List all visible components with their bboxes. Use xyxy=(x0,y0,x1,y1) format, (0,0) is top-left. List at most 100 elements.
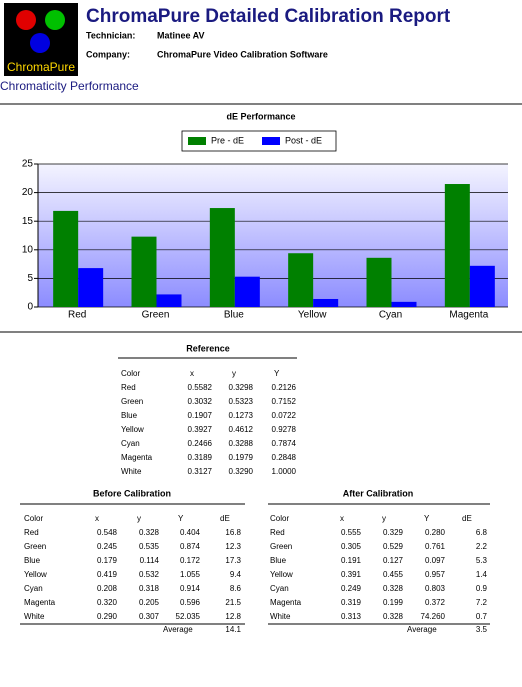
table-cell: 0.0722 xyxy=(272,411,297,420)
table-cell: 16.8 xyxy=(225,528,241,537)
table-cell: 0.555 xyxy=(341,528,362,537)
table-cell: 0.3298 xyxy=(229,383,254,392)
table-cell: Green xyxy=(270,542,292,551)
table-cell: 0.419 xyxy=(97,570,118,579)
table-cell: 12.8 xyxy=(225,612,241,621)
table-cell: 8.6 xyxy=(230,584,242,593)
table-cell: Green xyxy=(121,397,143,406)
average-label: Average xyxy=(163,625,193,634)
table-cell: 12.3 xyxy=(225,542,241,551)
table-cell: 0.328 xyxy=(383,584,404,593)
column-header: y xyxy=(137,514,141,523)
x-tick-label: Red xyxy=(68,310,86,321)
x-tick-label: Cyan xyxy=(379,310,402,321)
table-cell: 0.9 xyxy=(476,584,488,593)
table-cell: Green xyxy=(24,542,46,551)
table-cell: 0.3290 xyxy=(229,467,254,476)
table-cell: 0.957 xyxy=(425,570,446,579)
average-label: Average xyxy=(407,625,437,634)
table-cell: 21.5 xyxy=(225,598,241,607)
table-cell: 0.7874 xyxy=(272,439,297,448)
bar xyxy=(53,210,79,307)
column-header: Color xyxy=(121,369,140,378)
table-cell: Cyan xyxy=(121,439,140,448)
table-cell: 0.172 xyxy=(180,556,201,565)
table-cell: 0.3127 xyxy=(188,467,213,476)
table-cell: 0.874 xyxy=(180,542,201,551)
table-cell: White xyxy=(24,612,45,621)
x-tick-label: Blue xyxy=(224,310,244,321)
bar xyxy=(131,236,157,307)
table-cell: 0.535 xyxy=(139,542,160,551)
bar xyxy=(469,265,495,307)
table-cell: 0.328 xyxy=(383,612,404,621)
bar xyxy=(288,253,314,307)
column-header: y xyxy=(232,369,236,378)
table-cell: 0.208 xyxy=(97,584,118,593)
chart-title: dE Performance xyxy=(226,111,295,121)
table-cell: 0.2126 xyxy=(272,383,297,392)
section-title: Chromaticity Performance xyxy=(0,79,139,93)
table-cell: 0.404 xyxy=(180,528,201,537)
table-cell: 0.1907 xyxy=(188,411,213,420)
column-header: Y xyxy=(178,514,184,523)
table-cell: 2.2 xyxy=(476,542,488,551)
table-cell: 0.4612 xyxy=(229,425,254,434)
column-header: dE xyxy=(220,514,230,523)
table-cell: 0.3189 xyxy=(188,453,213,462)
table-cell: 74.260 xyxy=(421,612,446,621)
field-value: ChromaPure Video Calibration Software xyxy=(157,49,328,59)
bar xyxy=(209,208,235,307)
table-cell: 9.4 xyxy=(230,570,242,579)
table-cell: 0.455 xyxy=(383,570,404,579)
table-cell: 0.3927 xyxy=(188,425,213,434)
y-tick-label: 10 xyxy=(22,244,34,255)
table-cell: 0.179 xyxy=(97,556,118,565)
table-cell: 0.3032 xyxy=(188,397,213,406)
legend-label: Pre - dE xyxy=(211,135,244,145)
logo-text: ChromaPure xyxy=(7,60,75,74)
table-cell: 0.372 xyxy=(425,598,446,607)
column-header: y xyxy=(382,514,386,523)
table-cell: 0.199 xyxy=(383,598,404,607)
table-cell: 6.8 xyxy=(476,528,488,537)
report-title: ChromaPure Detailed Calibration Report xyxy=(86,6,451,27)
table-cell: White xyxy=(270,612,291,621)
legend xyxy=(181,130,337,152)
logo-green xyxy=(45,10,65,30)
table-title: After Calibration xyxy=(343,488,414,498)
table-cell: 0.318 xyxy=(139,584,160,593)
table-cell: 0.391 xyxy=(341,570,362,579)
table-cell: 0.114 xyxy=(140,556,160,565)
table-cell: 0.5323 xyxy=(229,397,254,406)
y-tick-label: 20 xyxy=(22,187,34,198)
table-cell: Yellow xyxy=(24,570,47,579)
bar xyxy=(366,257,392,307)
column-header: x xyxy=(340,514,344,523)
field-label: Company: xyxy=(86,49,130,59)
table-cell: 0.548 xyxy=(97,528,118,537)
table-cell: 0.280 xyxy=(425,528,446,537)
table-cell: 0.2466 xyxy=(188,439,213,448)
table-cell: 17.3 xyxy=(225,556,241,565)
y-tick-label: 15 xyxy=(22,216,34,227)
table-cell: 0.191 xyxy=(341,556,362,565)
table-cell: 0.5582 xyxy=(188,383,213,392)
y-tick-label: 5 xyxy=(27,273,33,284)
table-cell: 0.2848 xyxy=(272,453,297,462)
table-cell: 5.3 xyxy=(476,556,488,565)
table-cell: 0.914 xyxy=(180,584,201,593)
bar xyxy=(78,268,104,307)
table-cell: 7.2 xyxy=(476,598,488,607)
table-cell: Magenta xyxy=(270,598,302,607)
table-cell: 0.761 xyxy=(425,542,446,551)
y-tick-label: 25 xyxy=(22,159,34,170)
y-tick-label: 0 xyxy=(27,302,33,313)
table-title: Reference xyxy=(186,343,230,353)
table-cell: 0.532 xyxy=(139,570,160,579)
average-value: 14.1 xyxy=(225,625,241,634)
table-cell: Yellow xyxy=(270,570,293,579)
bar xyxy=(234,276,260,307)
table-cell: 0.313 xyxy=(341,612,362,621)
logo-red xyxy=(16,10,36,30)
